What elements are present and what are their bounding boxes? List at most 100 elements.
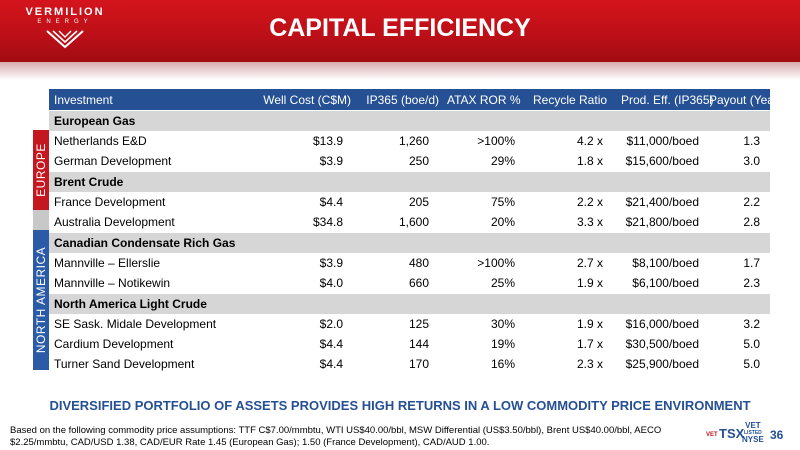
table-cell: 125 — [408, 317, 429, 331]
table-cell: 170 — [408, 357, 429, 371]
table-cell: $15,600/boed — [625, 154, 699, 168]
table-cell: 250 — [408, 154, 429, 168]
table-cell: 20% — [490, 215, 515, 229]
table-cell: 2.2 x — [576, 195, 603, 209]
column-header: ATAX ROR % — [447, 92, 521, 107]
table-cell: $4.0 — [319, 276, 343, 290]
table-header-row: Investment Well Cost (C$M) IP365 (boe/d)… — [49, 89, 788, 110]
logo-mark-icon — [46, 30, 84, 49]
header-shadow — [0, 62, 800, 80]
logo-name: VERMILION — [25, 6, 105, 18]
page-number: 36 — [770, 428, 784, 442]
table-cell: $8,100/boed — [632, 256, 699, 270]
group-name: Brent Crude — [54, 175, 124, 189]
table-cell: 3.0 — [743, 154, 760, 168]
tsx-ticker: VET — [706, 432, 718, 438]
table-cell: $4.4 — [319, 357, 343, 371]
table-row: Australia Development $34.8 1,600 20% 3.3 x $… — [49, 212, 770, 232]
table-cell: 2.2 — [743, 195, 760, 209]
table-cell: Cardium Development — [54, 337, 174, 351]
company-logo: VERMILION ENERGY — [10, 6, 120, 56]
table-cell: 29% — [490, 154, 515, 168]
table-cell: 480 — [408, 256, 429, 270]
table-cell: 205 — [408, 195, 429, 209]
table-cell: 2.7 x — [576, 256, 603, 270]
table-cell: $3.9 — [319, 256, 343, 270]
table-cell: 1.7 — [743, 256, 760, 270]
table-cell: $30,500/boed — [625, 337, 699, 351]
column-header: Prod. Eff. (IP365) — [621, 92, 714, 107]
exchange-listing-logo: VET TSX VET LISTED NYSE — [706, 420, 766, 448]
table-cell: 3.3 x — [576, 215, 603, 229]
table-cell: 30% — [490, 317, 515, 331]
capital-efficiency-table: Investment Well Cost (C$M) IP365 (boe/d)… — [49, 89, 788, 374]
table-cell: $11,000/boed — [626, 134, 699, 148]
table-cell: 16% — [490, 357, 515, 371]
region-label-europe: EUROPE — [33, 130, 49, 210]
table-cell: $2.0 — [319, 317, 343, 331]
table-cell: Mannville – Notikewin — [54, 276, 171, 290]
column-header: Payout (Years) — [709, 92, 788, 107]
table-cell: 1,600 — [398, 215, 429, 229]
table-cell: 25% — [490, 276, 515, 290]
group-row: Brent Crude — [49, 172, 770, 192]
table-cell: $16,000/boed — [625, 317, 699, 331]
column-header: Well Cost (C$M) — [263, 92, 351, 107]
table-cell: $13.9 — [312, 134, 343, 148]
table-row: Cardium Development $4.4 144 19% 1.7 x $30,50… — [49, 334, 770, 354]
table-cell: Netherlands E&D — [54, 134, 147, 148]
region-label-north-america: NORTH AMERICA — [33, 230, 49, 370]
column-header: IP365 (boe/d) — [366, 92, 439, 107]
nyse-listed: LISTED — [744, 430, 762, 436]
table-row: Mannville – Notikewin $4.0 660 25% 1.9 x $6,1… — [49, 273, 770, 293]
column-header: Investment — [54, 92, 113, 107]
table-row: German Development $3.9 250 29% 1.8 x $15,600… — [49, 151, 770, 171]
table-cell: 75% — [490, 195, 515, 209]
table-cell: Turner Sand Development — [54, 357, 195, 371]
region-north-america-text: NORTH AMERICA — [34, 246, 49, 354]
region-gap — [33, 210, 49, 230]
nyse-listing: VET LISTED NYSE — [742, 422, 764, 444]
group-name: European Gas — [54, 114, 136, 128]
table-cell: 5.0 — [743, 337, 760, 351]
table-cell: 144 — [408, 337, 429, 351]
table-row: France Development $4.4 205 75% 2.2 x $21,400… — [49, 192, 770, 212]
nyse-ticker: VET — [745, 421, 761, 430]
table-cell: 5.0 — [743, 357, 760, 371]
table-cell: German Development — [54, 154, 172, 168]
table-cell: $21,400/boed — [625, 195, 699, 209]
region-europe-text: EUROPE — [34, 143, 48, 197]
group-row: North America Light Crude — [49, 294, 770, 314]
table-cell: $6,100/boed — [632, 276, 699, 290]
table-cell: $4.4 — [319, 195, 343, 209]
column-header: Recycle Ratio — [533, 92, 608, 107]
table-cell: 19% — [490, 337, 515, 351]
table-cell: >100% — [477, 256, 515, 270]
row-separator — [49, 293, 770, 294]
logo-subtitle: ENERGY — [37, 19, 93, 25]
table-cell: Australia Development — [54, 215, 175, 229]
row-separator — [49, 232, 770, 233]
table-row: SE Sask. Midale Development $2.0 125 30% 1.9… — [49, 314, 770, 334]
page-title: CAPITAL EFFICIENCY — [269, 14, 531, 42]
table-cell: France Development — [54, 195, 166, 209]
table-cell: >100% — [477, 134, 515, 148]
table-cell: Mannville – Ellerslie — [54, 256, 161, 270]
table-cell: $4.4 — [319, 337, 343, 351]
table-cell: $25,900/boed — [625, 357, 699, 371]
table-cell: 1.9 x — [576, 317, 603, 331]
table-cell: $34.8 — [312, 215, 343, 229]
tsx-label: TSX — [719, 426, 745, 441]
price-assumptions-footnote: Based on the following commodity price a… — [10, 425, 662, 448]
table-row: Turner Sand Development $4.4 170 16% 2.3 x $2… — [49, 354, 770, 374]
table-cell: 1,260 — [398, 134, 429, 148]
table-cell: 1.9 x — [576, 276, 603, 290]
table-cell: 2.3 — [743, 276, 760, 290]
table-row: Netherlands E&D $13.9 1,260 >100% 4.2 x $11,0… — [49, 131, 770, 151]
group-row: European Gas — [49, 111, 770, 131]
nyse-label: NYSE — [742, 435, 764, 444]
table-cell: 4.2 x — [576, 134, 603, 148]
summary-banner: DIVERSIFIED PORTFOLIO OF ASSETS PROVIDES… — [49, 398, 751, 413]
header-bar: VERMILION ENERGY CAPITAL EFFICIENCY — [0, 0, 800, 62]
table-cell: $3.9 — [319, 154, 343, 168]
